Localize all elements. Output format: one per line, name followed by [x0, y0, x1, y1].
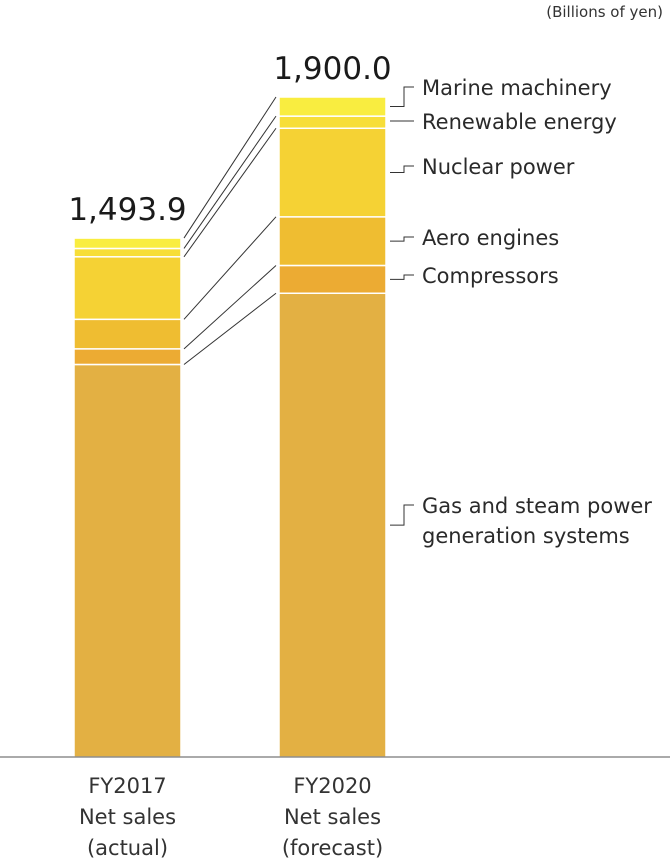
segment-label: Compressors	[422, 264, 559, 288]
bar-segment	[73, 318, 182, 350]
category-label: FY2020	[293, 774, 371, 798]
bars-group	[73, 96, 387, 758]
category-label: (actual)	[87, 836, 168, 858]
leader-line	[390, 86, 414, 108]
connector-line	[183, 115, 277, 249]
unit-label: (Billions of yen)	[546, 3, 663, 21]
bar-segment	[278, 127, 387, 218]
total-label: 1,493.9	[68, 192, 186, 228]
segment-label: generation systems	[422, 524, 630, 548]
segment-label: Marine machinery	[422, 76, 612, 100]
segment-label: Gas and steam power	[422, 494, 652, 518]
bar-segment	[278, 264, 387, 295]
bar-segment	[73, 363, 182, 758]
connector-line	[183, 96, 277, 239]
bar-segment	[278, 292, 387, 758]
category-labels: FY2017 Net sales (actual) FY2020 Net sales (f…	[79, 774, 383, 858]
bar-segment	[278, 96, 387, 117]
total-labels: 1,493.9 1,900.0	[68, 51, 391, 228]
leader-line	[390, 236, 414, 242]
connector-line	[183, 127, 277, 258]
bar-segment	[278, 216, 387, 267]
bar-segment	[73, 247, 182, 258]
category-label: FY2017	[88, 774, 166, 798]
segment-labels: Marine machinery Renewable energy Nuclear …	[390, 76, 652, 548]
connector-line	[183, 292, 277, 365]
connector-lines	[183, 96, 277, 365]
category-label: (forecast)	[282, 836, 383, 858]
category-label: Net sales	[79, 805, 176, 829]
segment-label: Renewable energy	[422, 110, 617, 134]
leader-line	[390, 274, 414, 280]
connector-line	[183, 216, 277, 320]
segment-label: Aero engines	[422, 226, 559, 250]
leader-line	[390, 165, 414, 174]
connector-line	[183, 265, 277, 350]
leader-line	[390, 504, 414, 526]
bar-segment	[73, 237, 182, 250]
category-label: Net sales	[284, 805, 381, 829]
total-label: 1,900.0	[273, 51, 391, 87]
bar-segment	[73, 348, 182, 366]
segment-label: Nuclear power	[422, 155, 575, 179]
bar-segment	[73, 256, 182, 321]
bar-segment	[278, 115, 387, 130]
